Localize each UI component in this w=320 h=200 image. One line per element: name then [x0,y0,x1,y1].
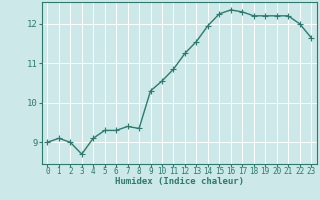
X-axis label: Humidex (Indice chaleur): Humidex (Indice chaleur) [115,177,244,186]
